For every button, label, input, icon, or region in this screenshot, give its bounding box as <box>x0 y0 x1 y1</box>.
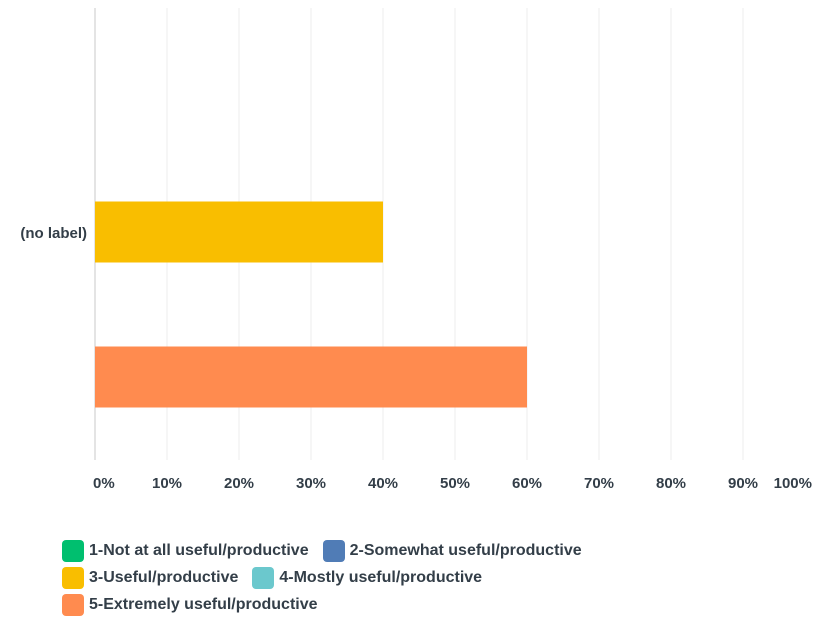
legend-swatch <box>62 593 84 616</box>
legend-label: 5-Extremely useful/productive <box>89 595 318 613</box>
x-tick-label: 80% <box>656 475 686 492</box>
legend-swatch <box>252 566 275 589</box>
legend: 1-Not at all useful/productive 2-Somewha… <box>62 537 802 618</box>
legend-label: 4-Mostly useful/productive <box>279 568 483 586</box>
x-axis-ticks: 0% 10% 20% 30% 40% 50% 60% 70% 80% 90% 100% <box>93 475 812 492</box>
legend-swatch <box>322 539 345 562</box>
legend-swatch <box>62 566 84 589</box>
x-tick-label: 40% <box>368 475 398 492</box>
legend-item[interactable]: 5-Extremely useful/productive <box>62 593 318 616</box>
bar[interactable] <box>95 201 383 263</box>
legend-label: 1-Not at all useful/productive <box>89 541 309 559</box>
x-tick-label: 20% <box>224 475 254 492</box>
x-tick-label: 10% <box>152 475 182 492</box>
x-tick-label: 50% <box>440 475 470 492</box>
bar-chart: 0% 10% 20% 30% 40% 50% 60% 70% 80% 90% 100% (no la… <box>20 8 812 492</box>
x-tick-label: 0% <box>93 475 115 492</box>
legend-label: 3-Useful/productive <box>89 568 239 586</box>
y-axis-categories: (no label) <box>20 225 87 242</box>
legend-row: 5-Extremely useful/productive <box>62 591 802 618</box>
legend-label: 2-Somewhat useful/productive <box>349 541 582 559</box>
bars <box>95 201 527 408</box>
x-tick-label: 90% <box>728 475 758 492</box>
legend-row: 1-Not at all useful/productive 2-Somewha… <box>62 537 802 564</box>
legend-item[interactable]: 4-Mostly useful/productive <box>252 566 483 589</box>
legend-item[interactable]: 1-Not at all useful/productive <box>62 539 309 562</box>
x-tick-label: 100% <box>774 475 812 492</box>
x-tick-label: 70% <box>584 475 614 492</box>
y-category-label: (no label) <box>20 225 87 242</box>
legend-row: 3-Useful/productive 4-Mostly useful/prod… <box>62 564 802 591</box>
legend-item[interactable]: 3-Useful/productive <box>62 566 239 589</box>
x-tick-label: 30% <box>296 475 326 492</box>
legend-swatch <box>62 539 84 562</box>
bar[interactable] <box>95 346 527 408</box>
legend-item[interactable]: 2-Somewhat useful/productive <box>322 539 582 562</box>
x-tick-label: 60% <box>512 475 542 492</box>
